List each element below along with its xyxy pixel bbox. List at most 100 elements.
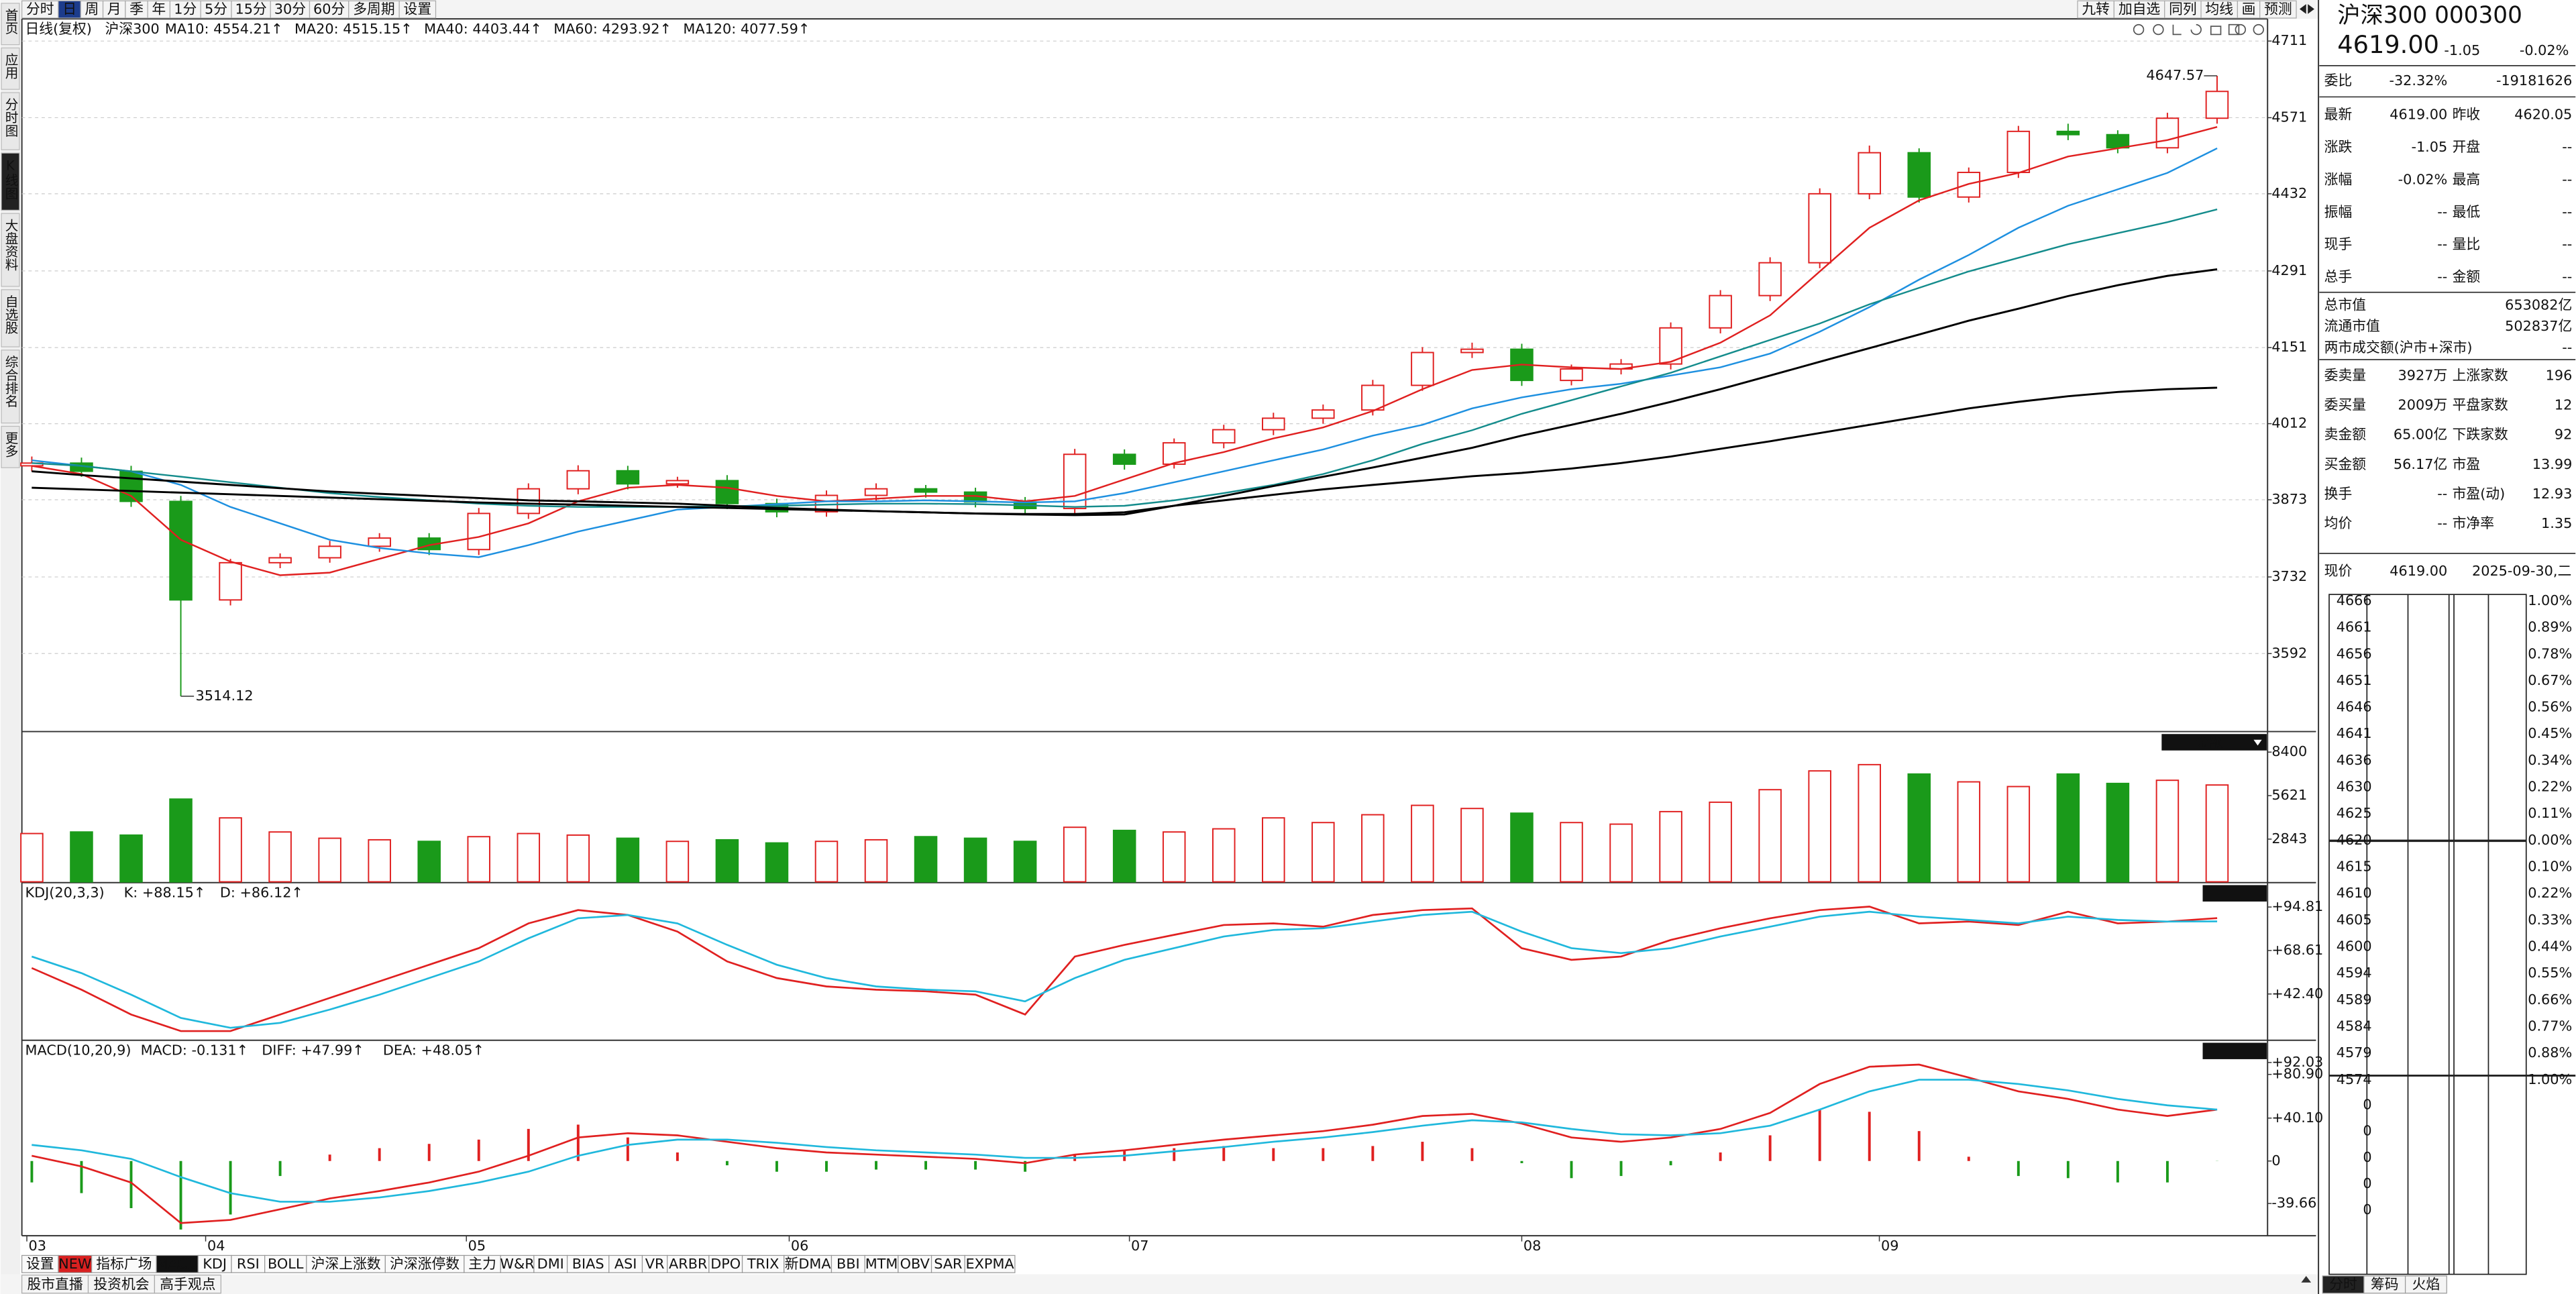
legend-item: DEA: +48.05↑: [383, 1042, 484, 1059]
price: 4619.00: [2337, 30, 2439, 59]
toolbar-button[interactable]: [231, 0, 271, 19]
indicator-tab[interactable]: [500, 1254, 535, 1273]
indicator-tab[interactable]: [930, 1254, 965, 1273]
side-tab[interactable]: [1, 289, 20, 347]
toolbar-button[interactable]: [147, 0, 171, 19]
y-tick-label: 3592: [2271, 645, 2307, 661]
toolbar-button[interactable]: [102, 0, 126, 19]
panel-tab[interactable]: [2404, 1275, 2447, 1294]
icon[interactable]: [2228, 23, 2240, 36]
indicator-tab[interactable]: [231, 1254, 266, 1273]
row-value: 4620.05: [2514, 106, 2572, 122]
row-label: 开盘: [2453, 139, 2481, 155]
toolbar-button[interactable]: [398, 0, 437, 19]
series-line: [32, 147, 2218, 558]
panel-tab[interactable]: [2322, 1275, 2365, 1294]
volume-bar: [963, 837, 987, 883]
y-tick-label: +94.81: [2271, 898, 2323, 914]
row-value: 12: [2555, 397, 2572, 413]
icon[interactable]: [2210, 25, 2222, 36]
row-label: 流通市值: [2324, 318, 2380, 334]
candle-body: [1311, 409, 1335, 419]
side-tab[interactable]: [1, 47, 20, 90]
toolbar-label: 60分: [313, 1, 345, 17]
indicator-tab-label: ARBR: [669, 1256, 707, 1272]
volume-bar: [1609, 823, 1633, 883]
legend-item: 日线(复权): [25, 21, 92, 37]
intraday-pct-label: 0.56%: [2528, 699, 2572, 715]
series-line: [32, 268, 2218, 517]
icon[interactable]: [2253, 23, 2264, 36]
y-tick-label: 4571: [2271, 109, 2307, 125]
toolbar-button[interactable]: [2237, 0, 2261, 19]
toolbar-button[interactable]: [2200, 0, 2239, 19]
icon[interactable]: [2153, 23, 2164, 36]
row-label: 市盈(动): [2453, 486, 2506, 502]
icon[interactable]: [2235, 23, 2247, 36]
indicator-button[interactable]: [2202, 885, 2267, 902]
indicator-tab[interactable]: [608, 1254, 643, 1273]
candle-body: [665, 480, 690, 485]
side-tab[interactable]: [1, 425, 20, 468]
indicator-tab-label: SAR: [934, 1256, 962, 1272]
indicator-tab[interactable]: [197, 1254, 232, 1273]
panel-tab[interactable]: [2363, 1275, 2406, 1294]
indicator-tab-label: W&R: [500, 1256, 534, 1272]
intraday-pct-label: 0.78%: [2528, 645, 2572, 661]
side-tab[interactable]: [1, 349, 20, 424]
row-value: 653082亿: [2505, 296, 2572, 313]
indicator-tab[interactable]: [58, 1254, 93, 1273]
toolbar-button[interactable]: [2259, 0, 2297, 19]
indicator-tab-label: DPO: [710, 1256, 741, 1272]
toolbar-button[interactable]: [2113, 0, 2165, 19]
side-tab[interactable]: [1, 92, 20, 150]
toolbar-button[interactable]: [348, 0, 400, 19]
intraday-pct-label: 0.22%: [2528, 779, 2572, 795]
indicator-tab[interactable]: [784, 1254, 833, 1273]
indicator-tab[interactable]: [708, 1254, 743, 1273]
bottom-tab[interactable]: [154, 1275, 221, 1294]
panel-borders: [21, 0, 2320, 1294]
indicator-tab[interactable]: [830, 1254, 865, 1273]
x-tick-label: 06: [791, 1238, 808, 1254]
volume-selector[interactable]: [2161, 734, 2267, 751]
y-tick-label: 4432: [2271, 185, 2307, 201]
candle-body: [864, 488, 888, 496]
row-value: 65.00亿: [2394, 427, 2447, 443]
indicator-tab[interactable]: [667, 1254, 710, 1273]
indicator-tab[interactable]: [964, 1254, 1016, 1273]
indicator-tab[interactable]: [91, 1254, 157, 1273]
side-tab[interactable]: [1, 213, 20, 287]
intraday-pct-label: 0.34%: [2528, 752, 2572, 768]
volume-bar: [20, 832, 44, 883]
row-value: --: [2562, 269, 2572, 285]
bottom-tab-label: 投资机会: [93, 1277, 149, 1293]
row-value: -19181626: [2496, 72, 2572, 89]
side-tab[interactable]: [1, 3, 20, 46]
bottom-tab[interactable]: [21, 1275, 89, 1294]
indicator-tab[interactable]: [864, 1254, 899, 1273]
intraday-price-label: 4594: [2337, 965, 2372, 981]
candle-body: [1112, 453, 1136, 465]
icon[interactable]: [2133, 23, 2145, 36]
toolbar-button[interactable]: [169, 0, 201, 19]
candle-body: [318, 545, 341, 559]
nav-right-icon[interactable]: [2308, 4, 2314, 14]
toolbar-button[interactable]: [2164, 0, 2202, 19]
icon[interactable]: [2172, 24, 2182, 36]
y-tick-label: +40.10: [2271, 1110, 2323, 1126]
volume-bar: [2205, 784, 2229, 883]
toolbar-button[interactable]: [2077, 0, 2114, 19]
icon[interactable]: [2190, 23, 2202, 36]
toolbar-label: 1分: [174, 1, 197, 17]
indicator-button[interactable]: [2202, 1042, 2267, 1059]
indicator-tab[interactable]: [264, 1254, 307, 1273]
nav-left-icon[interactable]: [2299, 4, 2306, 14]
side-tab-label: 自选股: [3, 294, 18, 334]
y-tick-label: +68.61: [2271, 942, 2323, 958]
toolbar-button[interactable]: [270, 0, 311, 19]
indicator-tab[interactable]: [898, 1254, 932, 1273]
expand-icon[interactable]: [2301, 1276, 2312, 1283]
side-tab[interactable]: [1, 152, 20, 211]
row-value: --: [2562, 204, 2572, 220]
